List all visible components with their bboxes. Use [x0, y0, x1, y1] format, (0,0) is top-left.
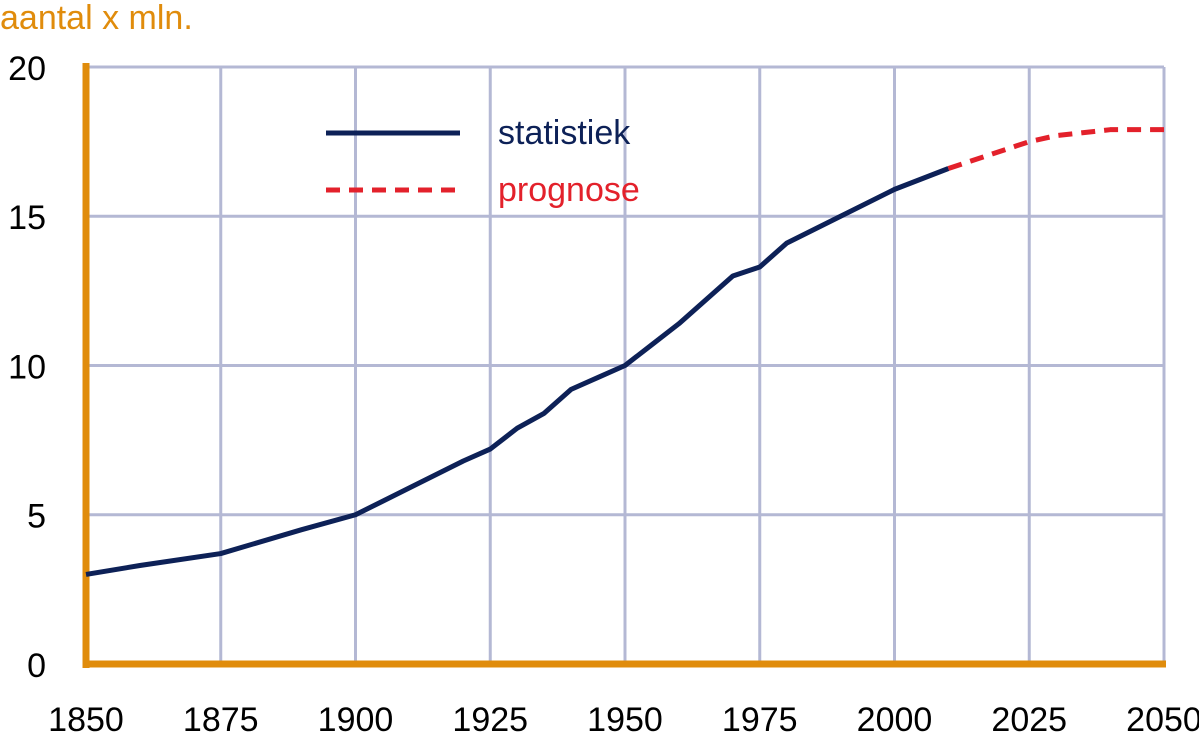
- x-tick-label: 1925: [452, 701, 528, 739]
- x-tick-label: 2025: [991, 701, 1067, 739]
- x-tick-label: 2000: [857, 701, 933, 739]
- y-axis-label: aantal x mln.: [0, 0, 193, 37]
- y-tick-label: 15: [8, 199, 46, 237]
- y-tick-label: 0: [27, 647, 46, 685]
- y-tick-label: 5: [27, 498, 46, 536]
- x-tick-label: 1950: [587, 701, 663, 739]
- x-tick-label: 1900: [318, 701, 394, 739]
- data-line: [85, 166, 950, 577]
- x-tick-label: 1975: [722, 701, 798, 739]
- x-tick-label: 2050: [1126, 701, 1199, 739]
- y-tick-label: 10: [8, 348, 46, 386]
- y-tick-label: 20: [8, 50, 46, 88]
- x-tick-label: 1875: [183, 701, 259, 739]
- legend-label: statistiek: [498, 114, 631, 152]
- x-tick-label: 1850: [48, 701, 124, 739]
- data-line: [947, 127, 1164, 171]
- legend-label: prognose: [498, 171, 640, 209]
